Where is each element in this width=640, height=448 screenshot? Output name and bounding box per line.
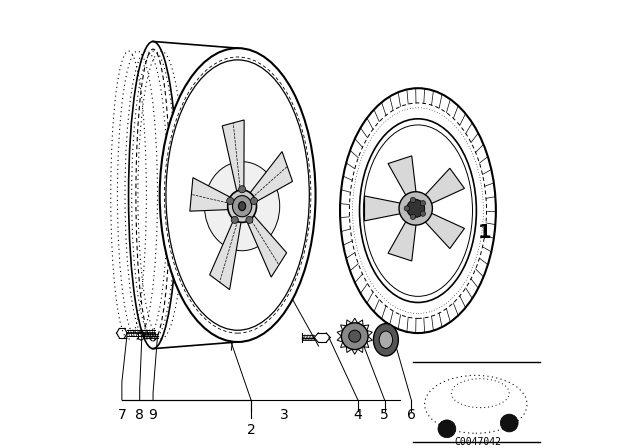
Circle shape bbox=[410, 214, 415, 220]
Ellipse shape bbox=[380, 331, 392, 349]
Text: 8: 8 bbox=[135, 408, 144, 422]
Ellipse shape bbox=[373, 323, 398, 356]
Text: C0047042: C0047042 bbox=[454, 437, 502, 447]
Text: 9: 9 bbox=[148, 408, 157, 422]
Circle shape bbox=[438, 420, 456, 438]
Text: 1: 1 bbox=[478, 224, 492, 242]
Circle shape bbox=[420, 201, 426, 206]
Polygon shape bbox=[422, 168, 465, 206]
Circle shape bbox=[404, 206, 410, 211]
Polygon shape bbox=[365, 196, 404, 221]
Ellipse shape bbox=[341, 323, 368, 349]
Circle shape bbox=[250, 198, 257, 205]
Ellipse shape bbox=[160, 48, 316, 342]
Ellipse shape bbox=[204, 162, 280, 251]
Polygon shape bbox=[422, 211, 465, 249]
Ellipse shape bbox=[360, 119, 476, 302]
Circle shape bbox=[239, 186, 246, 193]
Circle shape bbox=[231, 216, 238, 224]
Circle shape bbox=[246, 216, 253, 224]
Ellipse shape bbox=[239, 202, 246, 211]
Circle shape bbox=[420, 211, 426, 216]
Text: 7: 7 bbox=[118, 408, 126, 422]
Circle shape bbox=[500, 414, 518, 432]
Polygon shape bbox=[388, 156, 417, 199]
Ellipse shape bbox=[340, 88, 496, 333]
Polygon shape bbox=[248, 151, 292, 205]
Text: 2: 2 bbox=[246, 423, 255, 437]
Circle shape bbox=[410, 197, 415, 202]
Circle shape bbox=[227, 198, 234, 205]
Polygon shape bbox=[246, 211, 287, 277]
Polygon shape bbox=[210, 215, 241, 290]
Ellipse shape bbox=[407, 199, 424, 217]
Ellipse shape bbox=[232, 196, 252, 217]
Text: 5: 5 bbox=[380, 408, 389, 422]
Ellipse shape bbox=[228, 190, 257, 222]
Text: 6: 6 bbox=[407, 408, 416, 422]
Polygon shape bbox=[388, 218, 417, 261]
Ellipse shape bbox=[349, 330, 361, 342]
Polygon shape bbox=[222, 120, 244, 195]
Text: 4: 4 bbox=[353, 408, 362, 422]
Ellipse shape bbox=[399, 192, 433, 225]
Text: 3: 3 bbox=[280, 408, 289, 422]
Polygon shape bbox=[190, 178, 235, 211]
